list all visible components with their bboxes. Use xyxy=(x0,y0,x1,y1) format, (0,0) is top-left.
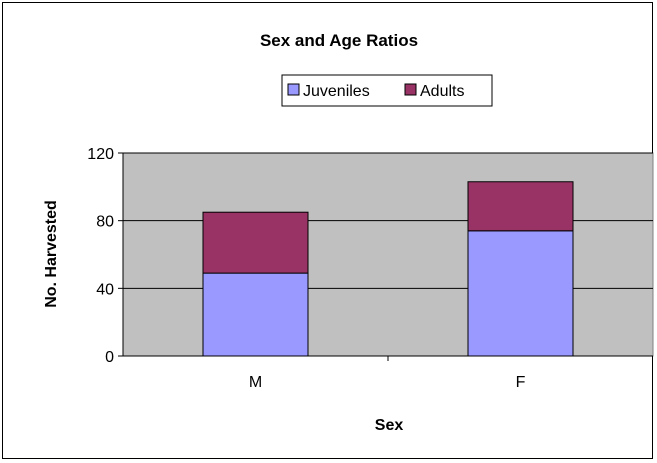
axes xyxy=(118,152,653,361)
bar-M-adults xyxy=(202,211,309,274)
legend-swatch-juveniles xyxy=(287,83,300,96)
bars xyxy=(202,181,574,357)
tick-labels: 0 40 80 120 M F xyxy=(87,146,525,391)
legend-label-adults: Adults xyxy=(420,83,464,100)
y-tick-label-0: 0 xyxy=(105,349,114,366)
y-axis-title: No. Harvested xyxy=(43,200,60,308)
bar-M-juveniles xyxy=(202,272,309,357)
y-tick-label-80: 80 xyxy=(96,214,114,231)
y-tick-label-40: 40 xyxy=(96,281,114,298)
bar-F-adults xyxy=(467,181,574,232)
x-tick-label-M: M xyxy=(249,374,262,391)
y-tick-label-120: 120 xyxy=(87,146,114,163)
x-axis-title: Sex xyxy=(375,417,404,434)
legend-box xyxy=(281,74,493,107)
legend-label-juveniles: Juveniles xyxy=(303,83,370,100)
chart-title: Sex and Age Ratios xyxy=(260,31,418,50)
x-tick-label-F: F xyxy=(516,374,526,391)
bar-F-juveniles xyxy=(467,230,574,357)
legend: Juveniles Adults xyxy=(281,74,493,107)
legend-swatch-adults xyxy=(404,83,417,96)
